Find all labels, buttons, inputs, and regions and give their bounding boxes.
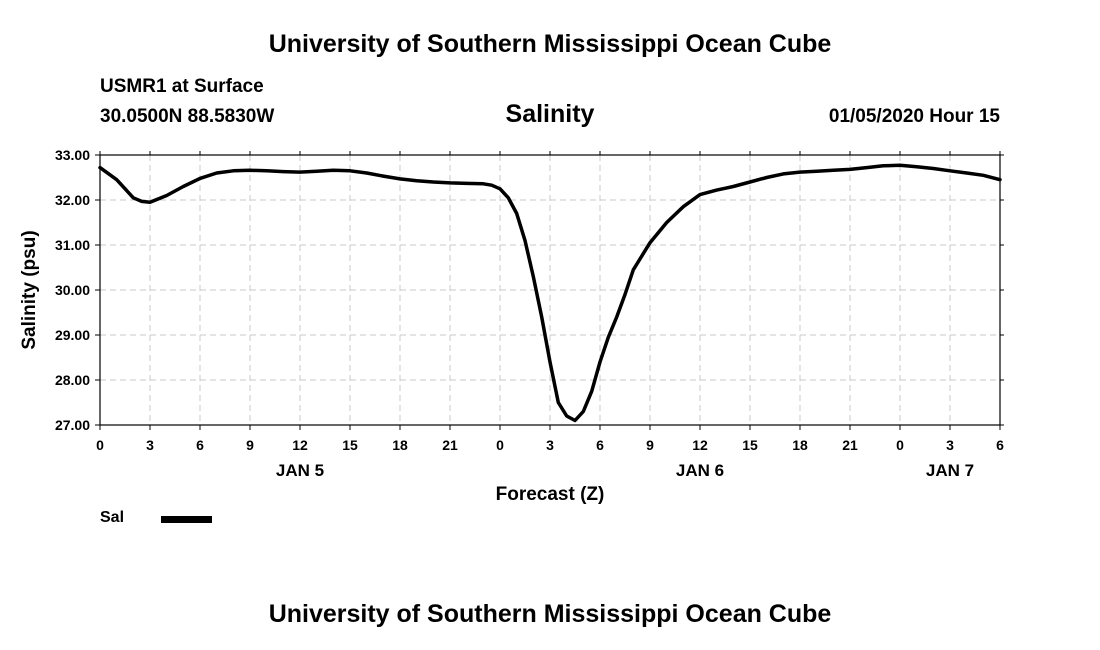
y-tick-label: 32.00 [55, 192, 90, 208]
x-tick-label: 18 [392, 437, 408, 453]
datetime-label: 01/05/2020 Hour 15 [828, 106, 1000, 127]
y-tick-label: 27.00 [55, 417, 90, 433]
station-label: USMR1 at Surface [100, 76, 264, 97]
y-tick-label: 29.00 [55, 327, 90, 343]
series-layer [98, 163, 1002, 423]
legend-swatch [161, 516, 212, 523]
plot-frame [99, 154, 1001, 426]
y-tick-label: 30.00 [55, 282, 90, 298]
x-tick-label: 6 [196, 437, 204, 453]
x-tick-label: 21 [442, 437, 458, 453]
y-tick-label: 33.00 [55, 147, 90, 163]
x-tick-label: 3 [546, 437, 554, 453]
y-tick-label: 28.00 [55, 372, 90, 388]
x-tick-label: 15 [342, 437, 358, 453]
footer-title: University of Southern Mississippi Ocean… [268, 600, 832, 628]
day-label: JAN 5 [276, 461, 324, 480]
grid-layer [100, 155, 1000, 425]
x-tick-label: 0 [496, 437, 504, 453]
y-tick-label: 31.00 [55, 237, 90, 253]
page-title: University of Southern Mississippi Ocean… [268, 30, 832, 58]
x-tick-label: 0 [896, 437, 904, 453]
x-tick-label: 12 [292, 437, 308, 453]
legend-label: Sal [100, 509, 125, 526]
x-axis-title: Forecast (Z) [496, 484, 605, 505]
chart-title: Salinity [505, 100, 595, 128]
x-tick-label: 21 [842, 437, 858, 453]
x-tick-label: 6 [596, 437, 604, 453]
x-tick-label: 0 [96, 437, 104, 453]
x-tick-label: 6 [996, 437, 1004, 453]
coordinates-label: 30.0500N 88.5830W [100, 106, 275, 127]
series-line-sal [98, 163, 1002, 423]
y-axis-title: Salinity (psu) [19, 230, 40, 349]
x-tick-label: 12 [692, 437, 708, 453]
day-label: JAN 7 [926, 461, 974, 480]
x-tick-label: 3 [146, 437, 154, 453]
x-tick-label: 9 [646, 437, 654, 453]
label-layer: 27.00 28.00 29.00 30.00 31.00 32.00 33.00 0 3 6 9 1… [19, 147, 1004, 505]
day-label: JAN 6 [676, 461, 724, 480]
x-tick-label: 9 [246, 437, 254, 453]
x-tick-label: 3 [946, 437, 954, 453]
x-tick-label: 15 [742, 437, 758, 453]
axis-layer [95, 151, 1004, 430]
x-tick-label: 18 [792, 437, 808, 453]
